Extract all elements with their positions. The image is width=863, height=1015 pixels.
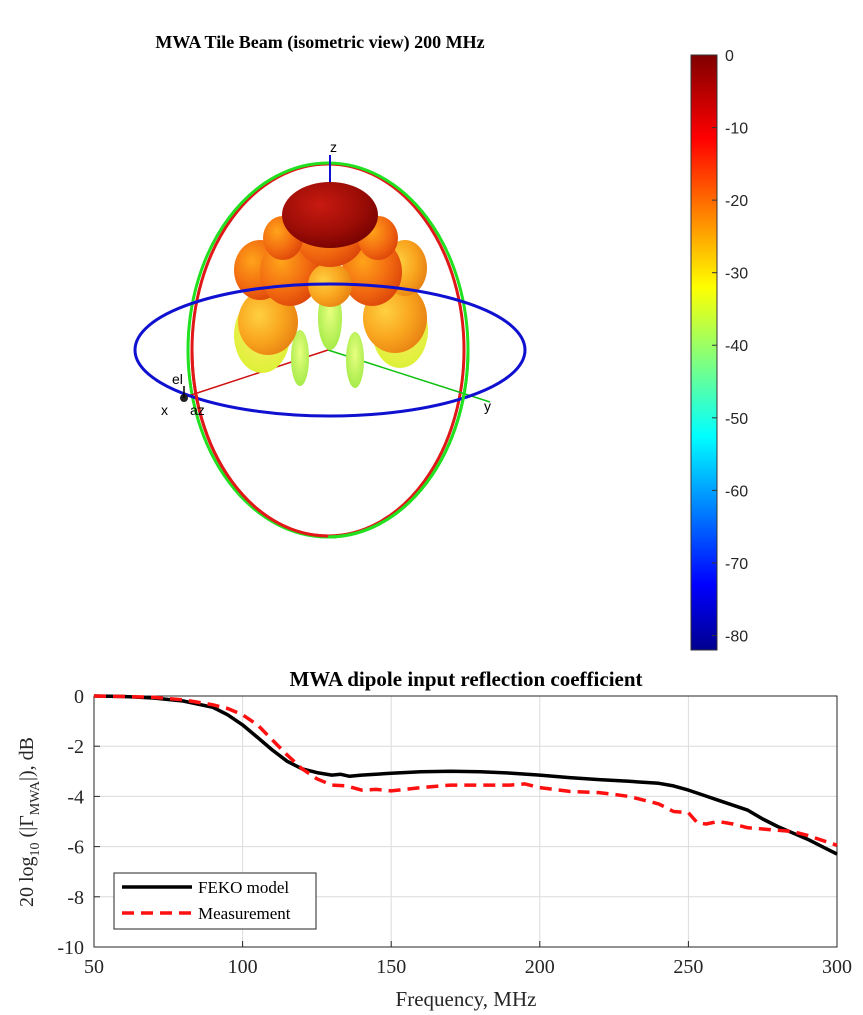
colorbar-tick-label: -50 — [725, 411, 748, 428]
legend-box — [113, 872, 317, 930]
colorbar-tick-label: -80 — [725, 628, 748, 645]
x-tick-label: 50 — [84, 956, 104, 978]
y-tick-label: -2 — [67, 736, 84, 758]
az-label: az — [190, 402, 205, 418]
colorbar-tick-label: -70 — [725, 556, 748, 573]
colorbar-tick-label: -20 — [725, 193, 748, 210]
x-tick-label: 300 — [822, 956, 852, 978]
y-tick-label: 0 — [74, 686, 84, 708]
plot-series — [93, 694, 838, 856]
colorbar-tick-label: -10 — [725, 121, 748, 138]
plot-ticks: 50 100 150 200 250 300 0 -2 -4 -6 -8 -10 — [57, 686, 852, 978]
x-tick-label: 100 — [228, 956, 258, 978]
series-line-feko-model — [93, 694, 838, 856]
colorbar-tick-label: -60 — [725, 483, 748, 500]
beam-lobes — [234, 182, 428, 388]
y-tick-label: -6 — [67, 837, 84, 859]
el-label: el — [172, 371, 183, 387]
colorbar: 0 -10 -20 -30 -40 -50 -60 -70 -80 — [690, 48, 748, 651]
legend-label-measurement: Measurement — [198, 904, 291, 923]
beam-3d-view: el az x y z — [133, 139, 527, 539]
x-tick-label: 150 — [376, 956, 406, 978]
legend: FEKO model Measurement — [113, 872, 317, 930]
legend-label-feko: FEKO model — [198, 878, 289, 897]
colorbar-tick-label: -40 — [725, 338, 748, 355]
y-axis-title: 20 log10 (|ΓMWA|), dB — [16, 737, 43, 907]
x-axis-title: Frequency, MHz — [396, 987, 537, 1011]
z-axis-label: z — [330, 139, 337, 155]
azimuth-ring — [133, 282, 527, 418]
x-tick-label: 200 — [525, 956, 555, 978]
beam-title: MWA Tile Beam (isometric view) 200 MHz — [155, 32, 484, 53]
x-axis-label: x — [161, 402, 168, 418]
reflection-chart-title: MWA dipole input reflection coefficient — [289, 667, 642, 691]
plot-area-frame — [93, 695, 838, 948]
y-tick-label: -8 — [67, 887, 84, 909]
y-tick-label: -4 — [67, 786, 84, 808]
colorbar-tick-label: 0 — [725, 48, 734, 65]
y-tick-label: -10 — [57, 937, 84, 959]
colorbar-tick-label: -30 — [725, 266, 748, 283]
y-axis-label: y — [484, 398, 491, 414]
colorbar-ticks: 0 -10 -20 -30 -40 -50 -60 -70 -80 — [712, 48, 748, 645]
series-line-measurement — [93, 694, 838, 847]
x-tick-label: 250 — [673, 956, 703, 978]
colorbar-gradient — [690, 54, 718, 651]
